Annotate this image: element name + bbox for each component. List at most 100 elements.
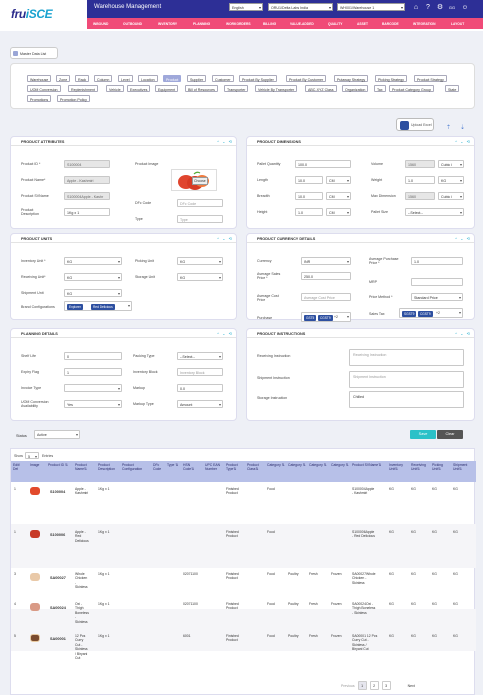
tab-column[interactable]: Column [94,75,113,82]
tab-state[interactable]: State [445,85,460,92]
product-svname-field[interactable]: S100004Apple - Kashr [64,192,110,200]
col-product-svname[interactable]: Product SVName⇅ [352,463,382,467]
tab-vehicle[interactable]: Vehicle [106,85,124,92]
help-icon[interactable]: ? [426,4,430,11]
receiving-instruction-field[interactable]: Receiving Instruction [349,349,464,366]
col-picking-unit[interactable]: Picking Unit⇅ [432,463,443,471]
col-product-type[interactable]: Product Type⇅ [226,463,238,471]
nav-layout[interactable]: LAYOUT [451,21,465,26]
warehouse-select[interactable]: WH001/Warehouse 1 [337,3,405,11]
nav-value-added[interactable]: VALUE-ADDED [290,21,314,26]
nav-barcode[interactable]: BARCODE [382,21,399,26]
volume-unit-select[interactable]: Cubic i [438,160,464,168]
col-inventory-unit[interactable]: Inventory Unit⇅ [389,463,403,471]
tab-vehicle-by-transporter[interactable]: Vehicle By Transporter [255,85,298,92]
save-button[interactable]: Save [410,430,436,439]
tab-tax[interactable]: Tax [374,85,386,92]
pallet-quantity-field[interactable]: 100.0 [295,160,351,168]
col-category-2[interactable]: Category ⇅ [288,463,306,467]
brand-configurations-select[interactable]: Explorer Red Delicious [64,301,132,311]
tab-organization[interactable]: Organization [342,85,369,92]
expiry-flag-field[interactable]: 1 [64,368,122,376]
price-method-select[interactable]: Standard Price [411,293,463,301]
dfc-code-field[interactable]: DFc Code [177,199,223,207]
col-category-1[interactable]: Category ⇅ [267,463,285,467]
nav-workorders[interactable]: WORKORDERS [226,21,251,26]
weight-unit-select[interactable]: KG [438,176,464,184]
nav-inbound[interactable]: INBOUND [93,21,109,26]
picking-unit-select[interactable]: KG [177,257,223,265]
tab-executives[interactable]: Executives [127,85,151,92]
tax-chip[interactable]: GST5 [304,314,317,321]
collapse-icons[interactable]: ^ ⌄ ⟲ [217,236,233,241]
max-dimension-field[interactable]: 1560 [405,192,435,200]
tab-warehouse[interactable]: Warehouse [27,75,52,82]
tab-rack[interactable]: Rack [75,75,90,82]
page-1-button[interactable]: 1 [357,681,367,690]
tab-product-strategy[interactable]: Product Strategy [414,75,447,82]
col-dfc-code[interactable]: DFc Code [153,463,162,471]
mrp-field[interactable] [411,278,463,286]
tab-zone[interactable]: Zone [56,75,71,82]
average-purchase-price-field[interactable]: 1.0 [411,257,463,265]
upload-arrow-icon[interactable]: ⇡ [446,125,452,131]
tab-promotions[interactable]: Promotions [27,95,52,102]
tab-bill-of-resources[interactable]: Bill of Resources [185,85,218,92]
nav-integration[interactable]: INTEGRATION [413,21,436,26]
page-size-select[interactable]: 5 [25,452,39,459]
brand-chip[interactable]: Explorer [67,303,83,310]
average-sales-price-field[interactable]: 250.0 [301,272,351,280]
shelf-life-field[interactable]: 0 [64,352,122,360]
page-2-button[interactable]: 2 [369,681,379,690]
nav-outbound[interactable]: OUTBOUND [123,21,143,26]
tab-uom-conversion[interactable]: UOM Conversion [27,85,61,92]
nav-quality[interactable]: QUALITY [328,21,343,26]
home-icon[interactable]: ⌂ [413,4,419,11]
col-upc-ean[interactable]: UPC EAN Number [205,463,221,471]
user-avatar[interactable]: GG [448,5,456,10]
weight-field[interactable]: 1.0 [405,176,435,184]
storage-instruction-field[interactable]: Chilled [349,391,464,408]
collapse-icons[interactable]: ^ ⌄ ⟲ [455,139,471,144]
tax-chip[interactable]: CGST9 [318,314,333,321]
sales-tax-select[interactable]: SGST9 CGST9 +2 [399,308,463,318]
power-icon[interactable]: ⏻ [463,5,467,11]
volume-field[interactable]: 1560 [405,160,435,168]
tab-abc-xyz-class[interactable]: ABC-XYZ Class [305,85,337,92]
inventory-block-field[interactable]: Inventory Block [177,368,223,376]
col-product-class[interactable]: Product Class⇅ [247,463,259,471]
col-product-description[interactable]: Product Description [98,463,115,471]
col-hsn-code[interactable]: HSN Code⇅ [183,463,194,471]
settings-icon[interactable]: ⚙ [436,4,444,11]
clear-button[interactable]: Clear [437,430,463,439]
nav-billing[interactable]: BILLING [263,21,277,26]
next-page-button[interactable]: Next [407,684,415,688]
col-product-id[interactable]: Product ID ⇅ [48,463,68,467]
tab-level[interactable]: Level [118,75,133,82]
collapse-icons[interactable]: ^ ⌄ ⟲ [455,236,471,241]
tab-equipment[interactable]: Equipment [155,85,179,92]
breadth-unit-select[interactable]: CM [326,192,351,200]
product-name-field[interactable]: Apple - Kashmiri [64,176,110,184]
tab-promotion-policy[interactable]: Promotion Policy [57,95,90,102]
col-receiving-unit[interactable]: Receiving Unit⇅ [411,463,426,471]
previous-page-button[interactable]: Previous [341,684,355,688]
max-dimension-unit-select[interactable]: Cubic i [438,192,464,200]
markup-field[interactable]: 0.0 [177,384,223,392]
type-field[interactable]: Type [177,215,223,223]
collapse-icons[interactable]: ^ ⌄ ⟲ [217,139,233,144]
shipment-unit-select[interactable]: KG [64,289,122,297]
storage-unit-select[interactable]: KG [177,273,223,281]
col-shipment-unit[interactable]: Shipment Unit⇅ [453,463,468,471]
tab-replenishment[interactable]: Replenishment [68,85,98,92]
col-category-4[interactable]: Category ⇅ [331,463,349,467]
height-field[interactable]: 1.0 [295,208,323,216]
purchase-tax-select[interactable]: GST5 CGST9 +2 [301,312,351,322]
status-select[interactable]: Active [34,430,80,439]
col-product-configuration[interactable]: Product Configuration [122,463,143,471]
uom-conversion-select[interactable]: Yes [64,400,122,408]
tab-product-by-supplier[interactable]: Product By Supplier [239,75,277,82]
tab-location[interactable]: Location [138,75,158,82]
collapse-icons[interactable]: ^ ⌄ ⟲ [455,331,471,336]
brand-chip[interactable]: Red Delicious [91,303,115,310]
